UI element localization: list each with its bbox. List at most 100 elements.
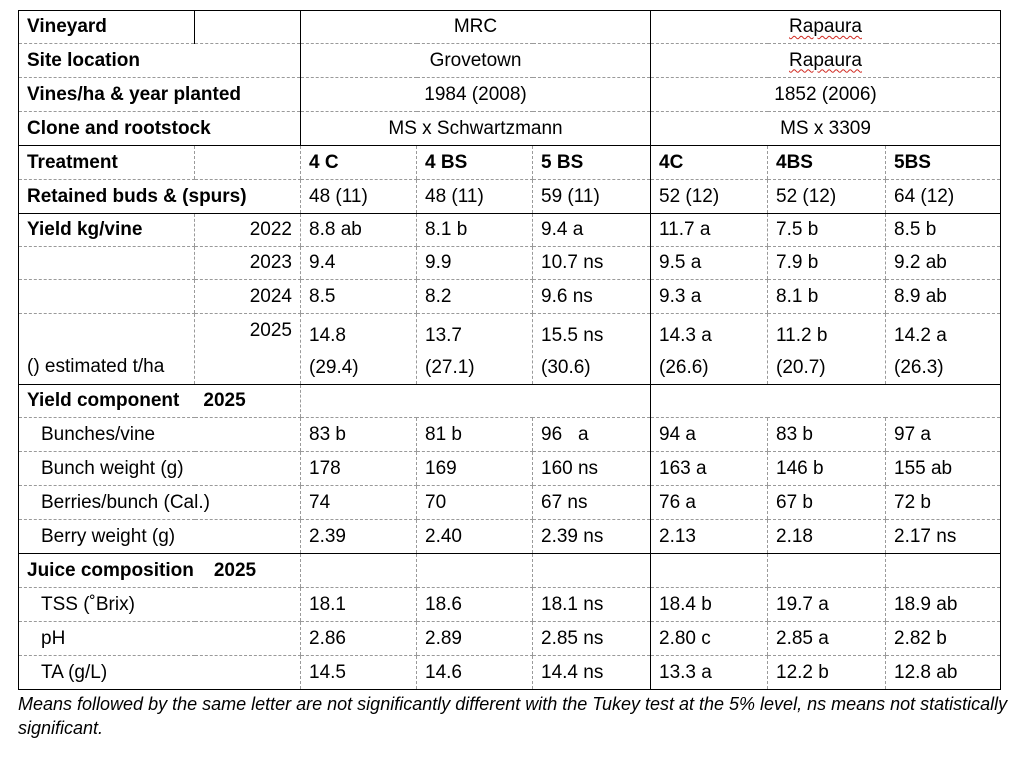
yield-value-2025: 14.2 a (26.3) — [885, 313, 1001, 385]
juice-label: TSS (˚Brix) — [18, 587, 301, 622]
yield-empty — [18, 279, 195, 314]
yield-value-2025: 11.2 b (20.7) — [767, 313, 886, 385]
juice-row: TA (g/L) 14.5 14.6 14.4 ns 13.3 a 12.2 b… — [18, 655, 1001, 690]
juice-value: 2.82 b — [885, 621, 1001, 656]
yield-value: 9.5 a — [650, 246, 768, 280]
buds-value: 64 (12) — [885, 179, 1001, 214]
juice-value: 13.3 a — [650, 655, 768, 690]
yield-value: 8.8 ab — [300, 213, 417, 247]
treatment-col: 4BS — [767, 145, 886, 180]
vineyard-mrc: MRC — [300, 10, 651, 44]
component-value: 2.13 — [650, 519, 768, 554]
clone-row: Clone and rootstock MS x Schwartzmann MS… — [18, 111, 1001, 146]
yield-row-2024: 2024 8.5 8.2 9.6 ns 9.3 a 8.1 b 8.9 ab — [18, 279, 1001, 314]
treatment-label: Treatment — [18, 145, 195, 180]
vineyard-spacer — [194, 10, 301, 44]
yield-value: 10.7 ns — [532, 246, 651, 280]
component-label: Berries/bunch (Cal.) — [18, 485, 301, 520]
component-value: 160 ns — [532, 451, 651, 486]
yield-value: 7.5 b — [767, 213, 886, 247]
buds-value: 48 (11) — [300, 179, 417, 214]
component-value: 2.40 — [416, 519, 533, 554]
juice-value: 18.1 — [300, 587, 417, 622]
component-value: 83 b — [767, 417, 886, 452]
yield-value-2025: 14.8 (29.4) — [300, 313, 417, 385]
yield-year: 2025 — [194, 313, 301, 385]
yield-row-2023: 2023 9.4 9.9 10.7 ns 9.5 a 7.9 b 9.2 ab — [18, 246, 1001, 280]
treatment-spacer — [194, 145, 301, 180]
component-row: Bunches/vine 83 b 81 b 96 a 94 a 83 b 97… — [18, 417, 1001, 452]
vineyard-label: Vineyard — [18, 10, 195, 44]
site-row: Site location Grovetown Rapaura — [18, 43, 1001, 78]
yield-value: 8.2 — [416, 279, 533, 314]
vines-rapaura: 1852 (2006) — [650, 77, 1001, 112]
component-value: 178 — [300, 451, 417, 486]
estimated-label: () estimated t/ha — [18, 313, 195, 385]
results-table: Vineyard MRC Rapaura Site location Grove… — [18, 10, 1001, 690]
component-value: 67 ns — [532, 485, 651, 520]
yield-value: 9.4 — [300, 246, 417, 280]
buds-value: 59 (11) — [532, 179, 651, 214]
yield-value: 8.9 ab — [885, 279, 1001, 314]
component-value: 76 a — [650, 485, 768, 520]
yield-year: 2023 — [194, 246, 301, 280]
component-value: 2.18 — [767, 519, 886, 554]
component-row: Berry weight (g) 2.39 2.40 2.39 ns 2.13 … — [18, 519, 1001, 554]
juice-value: 14.4 ns — [532, 655, 651, 690]
clone-mrc: MS x Schwartzmann — [300, 111, 651, 146]
juice-title: Juice composition 2025 — [18, 553, 301, 588]
buds-value: 52 (12) — [650, 179, 768, 214]
vines-label: Vines/ha & year planted — [18, 77, 301, 112]
yield-value: 8.5 b — [885, 213, 1001, 247]
treatment-col: 5 BS — [532, 145, 651, 180]
site-rapaura: Rapaura — [650, 43, 1001, 78]
yield-value: 9.2 ab — [885, 246, 1001, 280]
juice-value: 2.89 — [416, 621, 533, 656]
buds-label: Retained buds & (spurs) — [18, 179, 301, 214]
juice-blank — [650, 553, 768, 588]
component-label: Bunches/vine — [18, 417, 301, 452]
vines-mrc: 1984 (2008) — [300, 77, 651, 112]
yield-component-blank-rap — [650, 384, 1001, 418]
component-value: 163 a — [650, 451, 768, 486]
juice-blank — [767, 553, 886, 588]
yield-component-blank-mrc — [300, 384, 651, 418]
buds-value: 48 (11) — [416, 179, 533, 214]
vineyard-rapaura: Rapaura — [650, 10, 1001, 44]
treatment-col: 4 C — [300, 145, 417, 180]
yield-component-header: Yield component 2025 — [18, 384, 1001, 418]
component-row: Bunch weight (g) 178 169 160 ns 163 a 14… — [18, 451, 1001, 486]
juice-value: 14.6 — [416, 655, 533, 690]
component-value: 97 a — [885, 417, 1001, 452]
yield-row-2022: Yield kg/vine 2022 8.8 ab 8.1 b 9.4 a 11… — [18, 213, 1001, 247]
juice-value: 18.6 — [416, 587, 533, 622]
juice-value: 12.8 ab — [885, 655, 1001, 690]
component-value: 155 ab — [885, 451, 1001, 486]
yield-label: Yield kg/vine — [18, 213, 195, 247]
yield-value: 9.9 — [416, 246, 533, 280]
yield-value: 11.7 a — [650, 213, 768, 247]
treatment-col: 5BS — [885, 145, 1001, 180]
juice-blank — [532, 553, 651, 588]
treatment-col: 4C — [650, 145, 768, 180]
component-value: 96 a — [532, 417, 651, 452]
clone-rapaura: MS x 3309 — [650, 111, 1001, 146]
component-row: Berries/bunch (Cal.) 74 70 67 ns 76 a 67… — [18, 485, 1001, 520]
component-value: 72 b — [885, 485, 1001, 520]
juice-blank — [300, 553, 417, 588]
yield-component-title: Yield component 2025 — [18, 384, 301, 418]
juice-value: 2.80 c — [650, 621, 768, 656]
juice-label: pH — [18, 621, 301, 656]
juice-blank — [885, 553, 1001, 588]
component-value: 2.17 ns — [885, 519, 1001, 554]
juice-value: 12.2 b — [767, 655, 886, 690]
buds-row: Retained buds & (spurs) 48 (11) 48 (11) … — [18, 179, 1001, 214]
yield-value: 8.5 — [300, 279, 417, 314]
yield-value: 9.3 a — [650, 279, 768, 314]
juice-row: TSS (˚Brix) 18.1 18.6 18.1 ns 18.4 b 19.… — [18, 587, 1001, 622]
treatment-col: 4 BS — [416, 145, 533, 180]
treatment-row: Treatment 4 C 4 BS 5 BS 4C 4BS 5BS — [18, 145, 1001, 180]
yield-year: 2022 — [194, 213, 301, 247]
component-label: Bunch weight (g) — [18, 451, 301, 486]
component-value: 70 — [416, 485, 533, 520]
